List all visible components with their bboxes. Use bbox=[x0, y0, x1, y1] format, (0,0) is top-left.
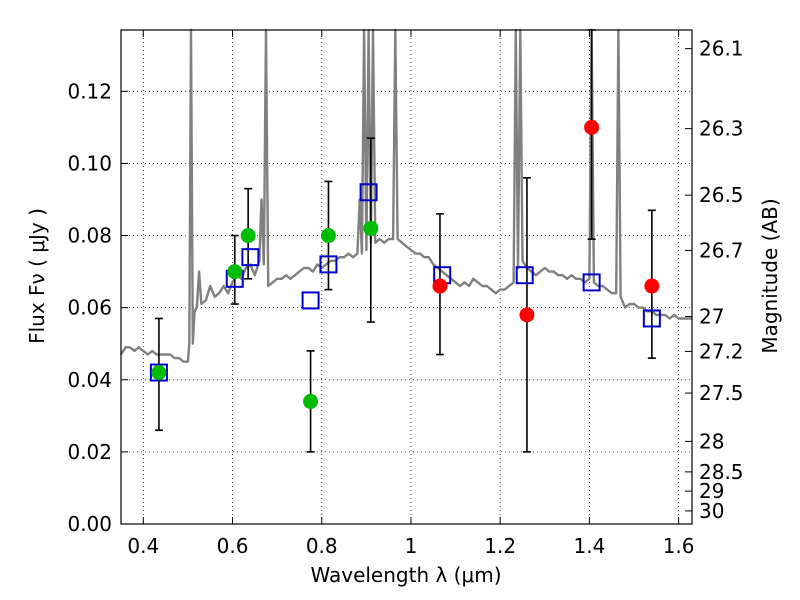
x-tick-label: 0.4 bbox=[127, 534, 159, 558]
spectrum-line bbox=[119, 28, 692, 363]
model-square-marker bbox=[149, 363, 168, 382]
y-tick-labels: 0.00 0.02 0.04 0.06 0.08 0.10 0.12 bbox=[67, 79, 112, 536]
red-data-point bbox=[432, 278, 448, 294]
y2-tick-label: 27.5 bbox=[699, 381, 744, 405]
green-data-point bbox=[320, 228, 336, 244]
grid bbox=[121, 30, 692, 525]
x-tick-label: 1 bbox=[405, 534, 418, 558]
model-square-marker bbox=[515, 266, 534, 285]
y2-tick-label: 26.3 bbox=[699, 117, 744, 141]
y-tick-label: 0.06 bbox=[67, 296, 112, 320]
y-tick-label: 0.02 bbox=[67, 440, 112, 464]
model-square-marker bbox=[359, 183, 378, 202]
y2-tick-label: 28.5 bbox=[699, 460, 744, 484]
y2-tick-label: 26.5 bbox=[699, 183, 744, 207]
y-tick-label: 0.10 bbox=[67, 151, 112, 175]
x-tick-label: 0.8 bbox=[306, 534, 338, 558]
ticks bbox=[121, 30, 692, 525]
spectrum-layer bbox=[119, 28, 692, 363]
errorbar-layer bbox=[154, 29, 656, 453]
y2-axis-label: Magnitude (AB) bbox=[758, 198, 782, 353]
y-tick-label: 0.04 bbox=[67, 368, 112, 392]
y2-tick-label: 26.1 bbox=[699, 37, 744, 61]
red-data-point bbox=[584, 119, 600, 135]
x-tick-label: 1.4 bbox=[573, 534, 605, 558]
y-tick-label: 0.12 bbox=[67, 79, 112, 103]
plot-frame bbox=[120, 29, 693, 525]
model-square-marker bbox=[301, 291, 320, 310]
green-data-point bbox=[240, 228, 256, 244]
green-data-point bbox=[151, 365, 167, 381]
green-data-point bbox=[303, 393, 319, 409]
y2-tick-label: 30 bbox=[699, 499, 724, 523]
x-tick-label: 0.6 bbox=[217, 534, 249, 558]
model-square-marker bbox=[241, 248, 260, 267]
y2-tick-label: 28 bbox=[699, 429, 724, 453]
y-axis-label: Flux Fν ( μJy ) bbox=[25, 208, 49, 344]
y2-tick-label: 27 bbox=[699, 305, 724, 329]
y2-tick-label: 27.2 bbox=[699, 339, 744, 363]
x-axis-label: Wavelength λ (μm) bbox=[310, 563, 501, 587]
y2-tick-label: 29 bbox=[699, 479, 724, 503]
green-data-point bbox=[227, 264, 243, 280]
model-square-marker bbox=[319, 255, 338, 274]
y-tick-label: 0.08 bbox=[67, 224, 112, 248]
marker-layer bbox=[149, 119, 661, 409]
red-data-point bbox=[644, 278, 660, 294]
y-tick-label: 0.00 bbox=[67, 512, 112, 536]
green-data-point bbox=[363, 220, 379, 236]
x-tick-label: 1.6 bbox=[663, 534, 695, 558]
red-data-point bbox=[519, 307, 535, 323]
x-tick-label: 1.2 bbox=[484, 534, 516, 558]
y2-tick-label: 26.7 bbox=[699, 238, 744, 262]
model-square-marker bbox=[642, 309, 661, 328]
model-square-marker bbox=[582, 273, 601, 292]
x-tick-labels: 0.4 0.6 0.8 1 1.2 1.4 1.6 bbox=[127, 534, 694, 558]
